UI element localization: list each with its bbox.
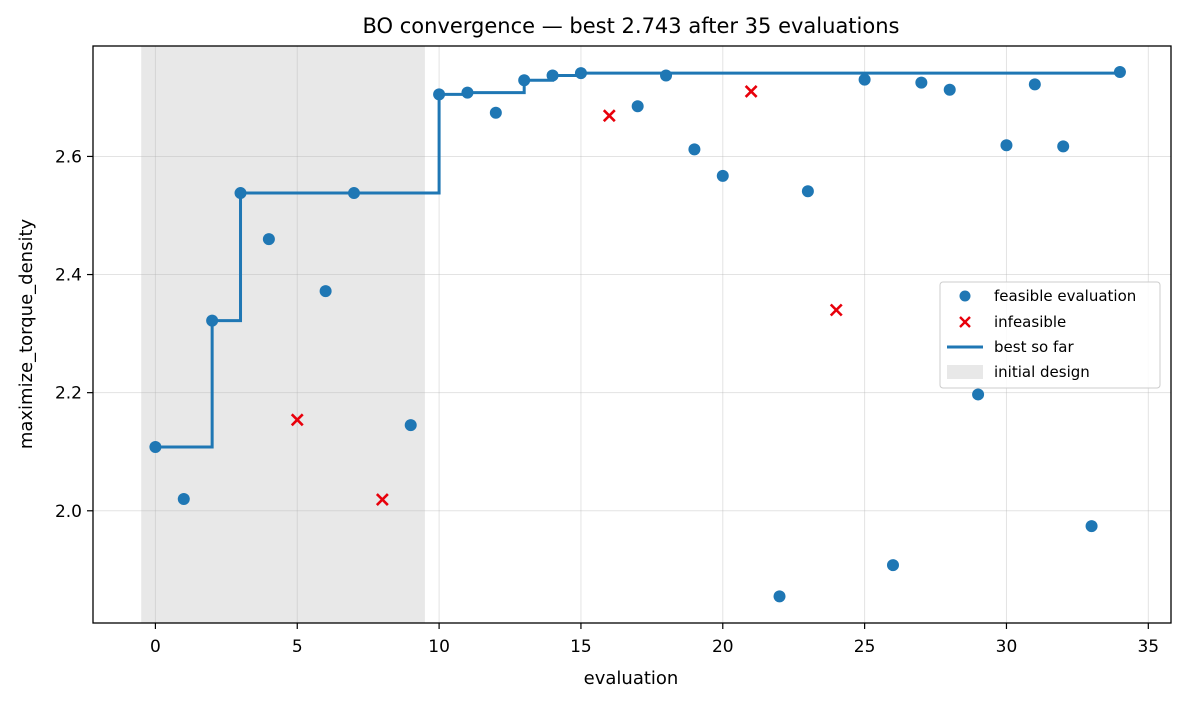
legend-label-initial-design: initial design bbox=[994, 363, 1090, 381]
feasible-point bbox=[1113, 65, 1126, 78]
feasible-point bbox=[972, 388, 985, 401]
feasible-point bbox=[234, 187, 247, 200]
infeasible-point bbox=[744, 85, 758, 98]
feasible-point bbox=[858, 73, 871, 86]
x-tick-label: 10 bbox=[428, 637, 450, 657]
feasible-point bbox=[206, 314, 219, 327]
feasible-point bbox=[943, 83, 956, 96]
feasible-point bbox=[574, 67, 587, 80]
x-tick-label: 20 bbox=[712, 637, 734, 657]
infeasible-point bbox=[375, 493, 389, 506]
feasible-point bbox=[1000, 139, 1013, 152]
feasible-point bbox=[489, 106, 502, 119]
feasible-point bbox=[716, 169, 729, 182]
y-tick-label: 2.2 bbox=[55, 384, 82, 404]
feasible-point bbox=[461, 86, 474, 99]
feasible-point bbox=[1057, 140, 1070, 153]
feasible-point bbox=[518, 74, 531, 87]
legend-label-infeasible: infeasible bbox=[994, 313, 1066, 331]
x-tick-label: 25 bbox=[854, 637, 876, 657]
legend-label-feasible: feasible evaluation bbox=[994, 287, 1136, 305]
feasible-point bbox=[177, 492, 190, 505]
legend-box bbox=[939, 281, 1161, 389]
legend-marker-initial-design bbox=[947, 365, 983, 379]
x-axis-label: evaluation bbox=[584, 668, 679, 689]
x-tick-label: 30 bbox=[996, 637, 1018, 657]
y-tick-label: 2.6 bbox=[55, 147, 82, 167]
infeasible-point bbox=[290, 413, 304, 427]
feasible-point bbox=[262, 233, 275, 246]
infeasible-point bbox=[602, 109, 616, 123]
feasible-point bbox=[1085, 520, 1098, 533]
feasible-point bbox=[801, 185, 814, 198]
feasible-point bbox=[319, 285, 332, 298]
legend-label-best: best so far bbox=[994, 338, 1074, 356]
feasible-point bbox=[886, 559, 899, 572]
chart-title: BO convergence — best 2.743 after 35 eva… bbox=[363, 14, 900, 38]
feasible-point bbox=[660, 69, 673, 82]
feasible-point bbox=[773, 590, 786, 603]
y-tick-label: 2.0 bbox=[55, 502, 82, 522]
feasible-point bbox=[688, 143, 701, 156]
x-tick-label: 35 bbox=[1137, 637, 1159, 657]
legend: feasible evaluation infeasible best so f… bbox=[939, 281, 1161, 389]
axes-frame bbox=[92, 45, 1172, 624]
x-tick-label: 15 bbox=[570, 637, 592, 657]
legend-marker-feasible bbox=[959, 290, 971, 302]
feasible-point bbox=[149, 441, 162, 454]
y-tick-label: 2.4 bbox=[55, 266, 82, 286]
feasible-point bbox=[1028, 78, 1041, 91]
feasible-point bbox=[433, 88, 446, 101]
feasible-point bbox=[404, 419, 417, 432]
feasible-point bbox=[631, 100, 644, 113]
infeasible-point bbox=[829, 303, 843, 317]
feasible-point bbox=[915, 76, 928, 89]
x-tick-label: 0 bbox=[150, 637, 161, 657]
feasible-point bbox=[546, 69, 559, 82]
initial-design-span bbox=[141, 46, 425, 623]
y-axis-label: maximize_torque_density bbox=[16, 218, 37, 449]
legend-marker-infeasible bbox=[959, 316, 971, 328]
x-tick-label: 5 bbox=[292, 637, 303, 657]
feasible-point bbox=[347, 187, 360, 200]
